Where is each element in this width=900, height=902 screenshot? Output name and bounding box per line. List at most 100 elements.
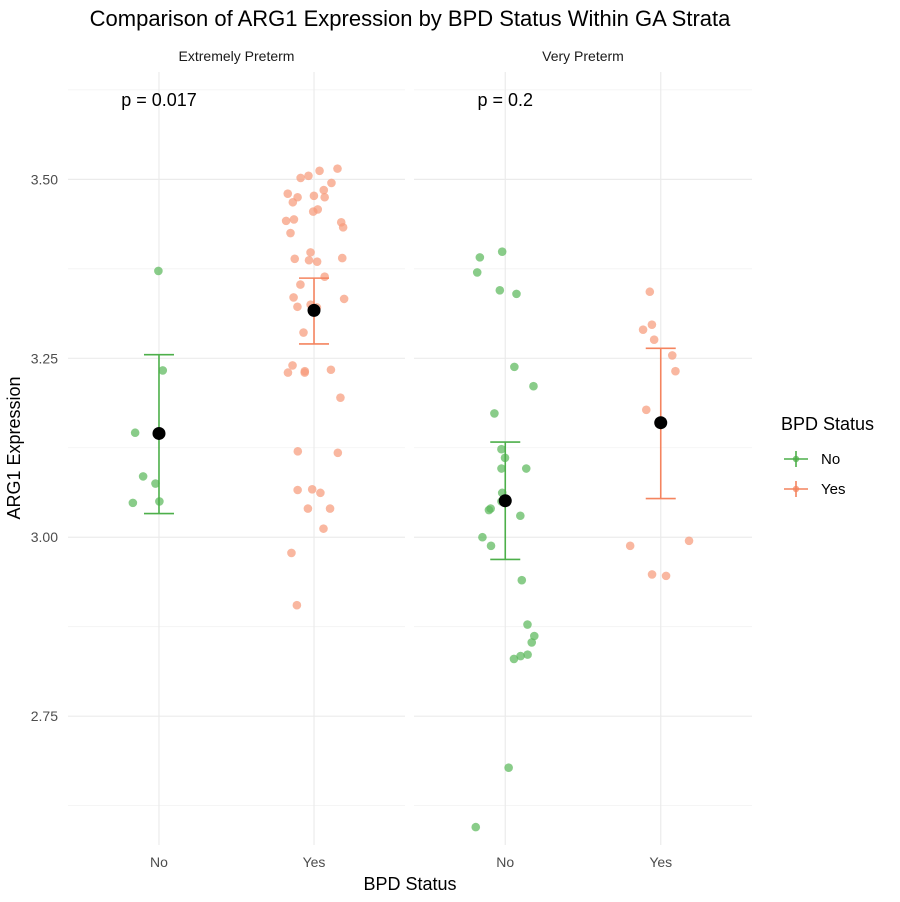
data-point: [336, 393, 345, 402]
data-point: [299, 328, 308, 337]
data-point: [647, 570, 657, 579]
data-point: [490, 409, 499, 418]
data-point: [645, 287, 655, 297]
data-point: [667, 351, 677, 360]
y-tick-label: 3.25: [31, 350, 58, 366]
data-point: [309, 191, 319, 201]
data-point: [497, 464, 506, 473]
data-point: [307, 484, 317, 494]
facet-panel: Extremely Preterm p = 0.017 No Yes: [68, 48, 405, 870]
data-point: [292, 600, 302, 610]
data-point: [512, 289, 521, 299]
data-point: [484, 505, 494, 515]
data-point: [304, 171, 313, 181]
data-point: [315, 166, 324, 176]
data-point: [320, 272, 329, 282]
data-point: [486, 541, 496, 551]
data-point: [303, 504, 313, 513]
data-point: [471, 822, 481, 832]
legend-key-point: [792, 455, 800, 463]
legend-label: Yes: [821, 481, 845, 498]
data-point: [521, 464, 531, 473]
data-point: [296, 280, 305, 289]
data-point: [647, 320, 657, 329]
x-tick-label: No: [150, 854, 168, 870]
mean-point: [498, 494, 512, 508]
data-point: [138, 472, 148, 481]
data-point: [338, 223, 348, 232]
data-point: [308, 207, 318, 216]
data-point: [671, 366, 680, 376]
data-point: [293, 485, 302, 495]
data-point: [293, 302, 302, 312]
x-axis-label: BPD Status: [363, 874, 456, 894]
data-point: [475, 253, 485, 262]
legend-title: BPD Status: [781, 414, 874, 434]
data-point: [287, 548, 296, 558]
data-point: [281, 216, 291, 226]
y-axis-ticks: 2.75 3.00 3.25 3.50: [31, 171, 58, 724]
data-point: [495, 286, 505, 295]
legend-entry: No: [784, 451, 840, 468]
data-point: [516, 651, 525, 661]
data-point: [290, 254, 300, 264]
data-point: [293, 447, 303, 456]
x-tick-label: No: [496, 854, 514, 870]
data-point: [316, 488, 325, 498]
data-point: [337, 253, 347, 263]
data-point: [478, 532, 487, 542]
data-point: [638, 325, 648, 334]
data-point: [516, 511, 525, 521]
legend: BPD Status No Yes: [781, 414, 874, 498]
data-point: [289, 215, 299, 224]
data-point: [497, 444, 506, 454]
data-point: [312, 257, 322, 266]
data-point: [527, 638, 537, 647]
data-point: [319, 524, 328, 533]
data-point: [151, 479, 160, 488]
data-point: [339, 294, 349, 304]
y-axis-label: ARG1 Expression: [4, 376, 24, 519]
mean-point: [152, 426, 166, 440]
mean-point: [654, 416, 668, 430]
data-point: [333, 448, 343, 458]
legend-label: No: [821, 451, 840, 468]
data-point: [661, 571, 671, 581]
data-point: [504, 763, 513, 772]
facet-label: Extremely Preterm: [179, 48, 295, 64]
data-point: [158, 366, 168, 375]
data-point: [319, 185, 329, 195]
facet-panel: Very Preterm p = 0.2 No Yes: [414, 48, 752, 870]
data-point: [320, 192, 329, 202]
data-point: [327, 178, 336, 188]
x-tick-label: Yes: [303, 854, 326, 870]
data-point: [300, 368, 310, 377]
chart-title: Comparison of ARG1 Expression by BPD Sta…: [90, 6, 731, 31]
data-point: [289, 293, 298, 302]
data-point: [684, 536, 694, 546]
legend-entry: Yes: [784, 481, 845, 498]
data-point: [288, 361, 297, 370]
data-point: [288, 197, 298, 207]
data-point: [472, 268, 482, 277]
data-point: [510, 362, 519, 372]
data-point: [523, 650, 532, 659]
data-point: [306, 248, 315, 257]
p-value-annotation: p = 0.2: [477, 90, 533, 110]
data-point: [529, 631, 539, 641]
data-point: [154, 266, 163, 276]
x-tick-label: Yes: [649, 854, 672, 870]
y-tick-label: 2.75: [31, 708, 58, 724]
p-value-annotation: p = 0.017: [121, 90, 197, 110]
data-point: [649, 335, 659, 344]
data-point: [325, 504, 335, 513]
data-point: [286, 228, 295, 238]
data-point: [333, 164, 342, 173]
data-point: [625, 541, 635, 551]
data-point: [529, 381, 538, 391]
facet-label: Very Preterm: [542, 48, 624, 64]
data-point: [304, 255, 314, 265]
data-point: [497, 247, 507, 256]
